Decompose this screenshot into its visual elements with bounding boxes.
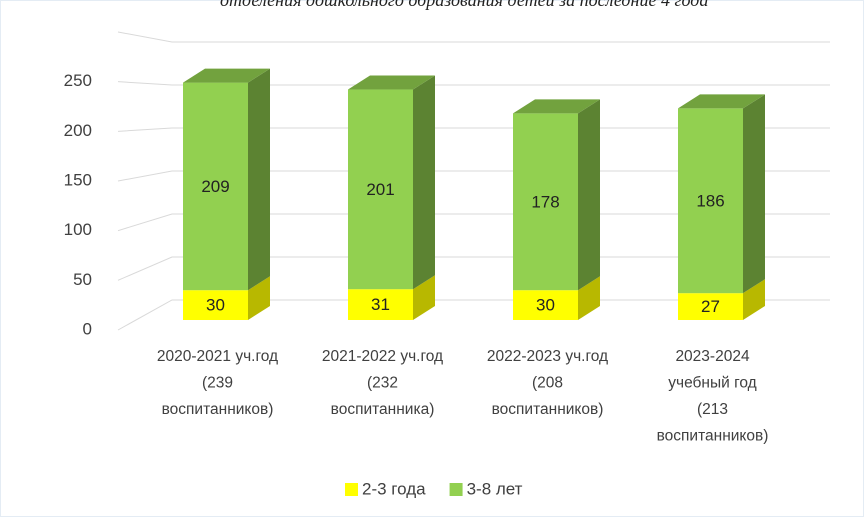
chart-title: отделения дошкольного образования детей … (220, 0, 708, 10)
x-tick-label: (213 (697, 401, 728, 418)
grid-line (117, 256, 830, 281)
value-label: 31 (371, 295, 390, 314)
grid-line (117, 127, 830, 132)
x-tick-label: 2020-2021 уч.год (157, 348, 278, 365)
value-label: 178 (531, 192, 559, 211)
bar-side (248, 68, 270, 291)
bar-side (578, 276, 600, 320)
bar (678, 108, 743, 294)
value-label: 186 (696, 191, 724, 210)
bar (678, 293, 743, 320)
legend-label: 3-8 лет (467, 479, 523, 498)
bar-top (348, 75, 435, 90)
y-tick-label: 50 (73, 270, 92, 289)
x-tick-label: учебный год (668, 375, 756, 392)
x-tick-label: 2021-2022 уч.год (322, 348, 443, 365)
legend-swatch (345, 483, 358, 496)
bar (513, 113, 578, 291)
bar-side (578, 99, 600, 291)
y-tick-label: 0 (83, 319, 92, 338)
bar-top (183, 68, 270, 83)
x-tick-label: воспитанника) (331, 401, 435, 418)
value-label: 30 (206, 296, 225, 315)
y-tick-label: 250 (64, 71, 92, 90)
bar (183, 290, 248, 320)
value-label: 209 (201, 177, 229, 196)
bar (348, 89, 413, 290)
x-tick-label: 2022-2023 уч.год (487, 348, 608, 365)
bar-side (413, 75, 435, 290)
grid-line (117, 299, 830, 331)
legend-swatch (449, 483, 463, 496)
x-tick-label: воспитанников) (162, 401, 274, 418)
bar-side (413, 275, 435, 320)
x-tick-label: (232 (367, 375, 398, 392)
value-label: 201 (366, 180, 394, 199)
y-tick-label: 100 (64, 220, 92, 239)
bar (183, 82, 248, 291)
grid-line (117, 213, 830, 232)
x-tick-label: (208 (532, 375, 563, 392)
bar-side (743, 94, 765, 294)
bar-side (743, 279, 765, 320)
x-tick-label: 2023-2024 (675, 348, 750, 365)
value-label: 27 (701, 297, 720, 316)
y-tick-label: 150 (64, 170, 92, 189)
bar-top (678, 94, 765, 109)
bar (513, 290, 578, 320)
grid-line (117, 170, 830, 182)
x-tick-label: воспитанников) (492, 401, 604, 418)
y-tick-label: 200 (64, 121, 92, 140)
bar-top (513, 99, 600, 114)
x-tick-label: воспитанников) (657, 428, 769, 445)
grid-line (117, 81, 830, 86)
bar (348, 289, 413, 320)
grid-line (117, 31, 830, 43)
x-tick-label: (239 (202, 375, 233, 392)
value-label: 30 (536, 296, 555, 315)
legend-label: 2-3 года (362, 479, 426, 498)
bar-side (248, 276, 270, 320)
